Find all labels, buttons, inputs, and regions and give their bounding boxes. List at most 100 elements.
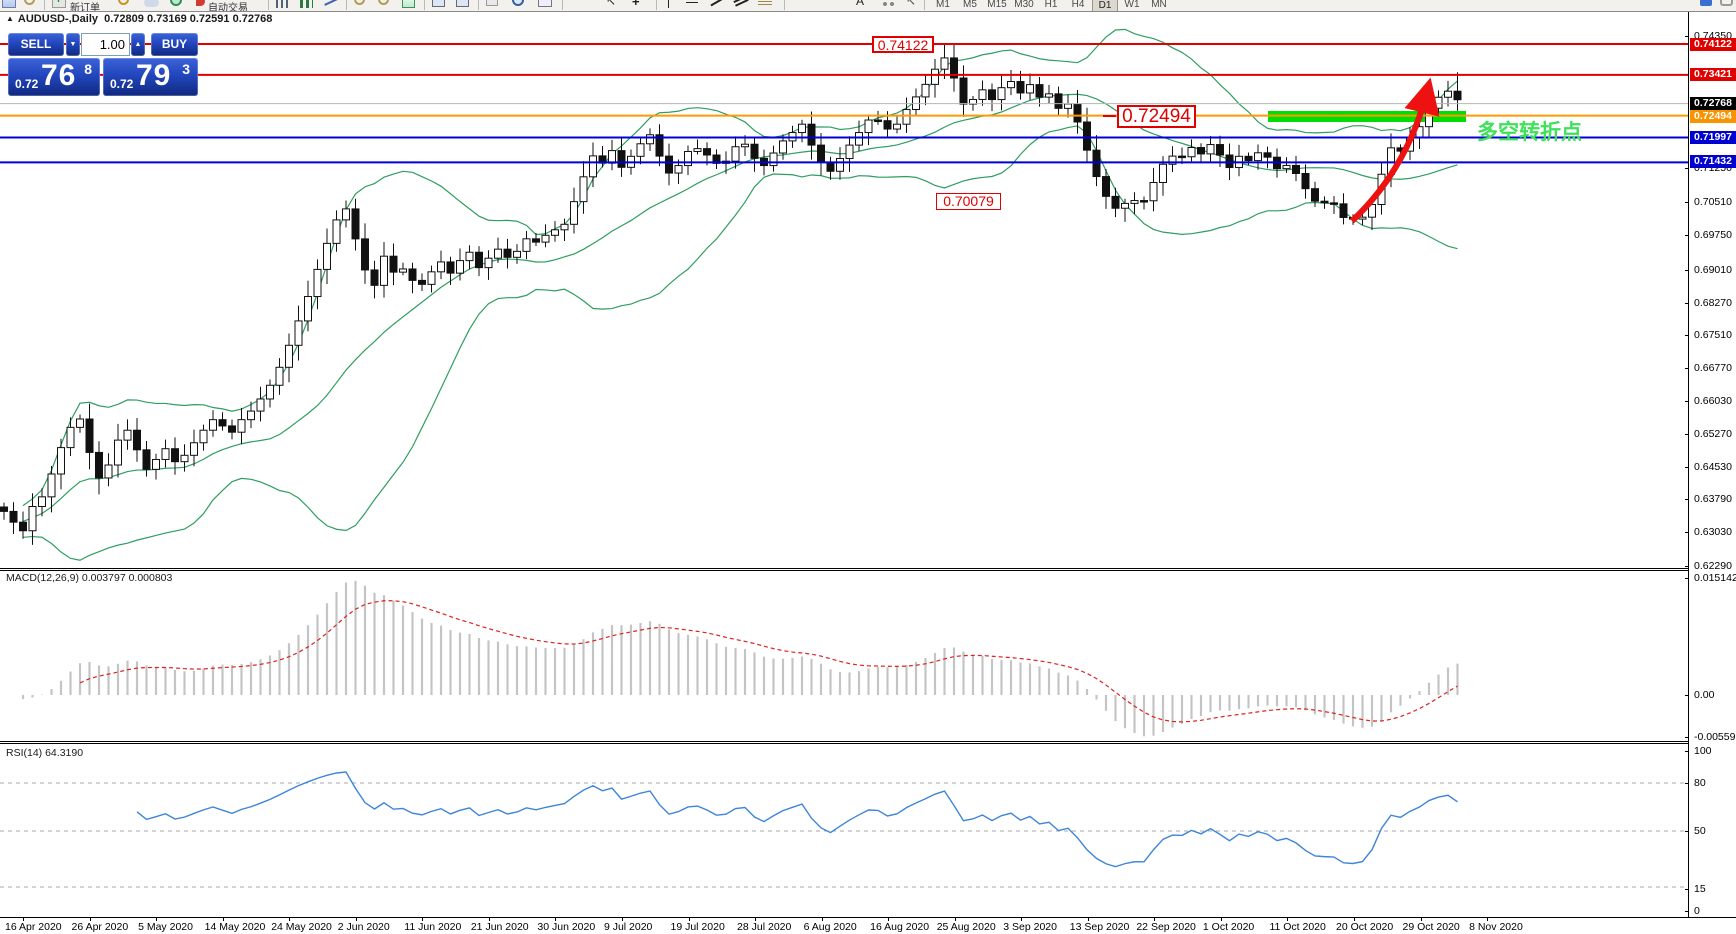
timeframe-button-D1[interactable]: D1	[1092, 0, 1118, 11]
pane-separator	[0, 743, 1736, 744]
globe-icon-glyph	[170, 0, 182, 6]
bars-icon-glyph	[276, 0, 289, 8]
mt-icon[interactable]	[1700, 0, 1712, 10]
date-tickmark	[156, 918, 158, 921]
buy-price-button[interactable]: 0.72 79 3	[103, 58, 198, 96]
date-label: 30 Jun 2020	[537, 921, 596, 933]
date-tickmark	[488, 918, 490, 921]
candles-icon[interactable]	[300, 0, 313, 10]
pane-separator[interactable]	[0, 741, 1736, 742]
rsi-tickmark	[1685, 783, 1689, 784]
pin-icon[interactable]	[196, 0, 205, 10]
ring-icon[interactable]	[118, 0, 129, 10]
macd-tickmark	[1685, 737, 1689, 738]
date-label: 16 Apr 2020	[5, 921, 62, 933]
timeframe-button-M1[interactable]: M1	[936, 0, 950, 10]
turning-point-annotation[interactable]: 多空转折点	[1477, 121, 1582, 144]
vline-icon[interactable]	[662, 0, 675, 10]
price-tickmark	[1685, 566, 1689, 567]
price-tickmark	[1685, 532, 1689, 533]
sell-price-button[interactable]: 0.72 76 8	[8, 58, 100, 96]
macd-ticklabel: 0.00	[1694, 689, 1715, 701]
rsi-pane[interactable]	[0, 744, 1736, 917]
shapes-icon-glyph	[882, 0, 895, 6]
volume-input[interactable]: 1.00	[81, 33, 130, 56]
timeframe-button-M30[interactable]: M30	[1014, 0, 1034, 10]
cloud-icon[interactable]	[144, 0, 159, 10]
linechart-icon[interactable]	[324, 0, 338, 10]
macd-signal-line	[79, 600, 1458, 723]
arrowtool-icon-glyph	[906, 0, 920, 8]
channel-icon-glyph	[733, 0, 749, 7]
macd-tickmark	[1685, 695, 1689, 696]
volume-increase-button[interactable]: ▲	[131, 33, 145, 56]
date-label: 3 Sep 2020	[1003, 921, 1057, 933]
cross-icon[interactable]	[632, 0, 646, 10]
indic-icon[interactable]	[402, 0, 415, 10]
cursor-icon[interactable]	[606, 0, 620, 10]
date-label: 26 Apr 2020	[71, 921, 129, 933]
price-callout-high[interactable]: 0.74122	[872, 36, 934, 53]
rsi-ticklabel: 100	[1694, 745, 1712, 757]
fibo-icon[interactable]	[758, 0, 772, 10]
cloud-icon-glyph	[144, 0, 159, 7]
timeframe-button-W1[interactable]: W1	[1124, 0, 1140, 10]
tline-icon[interactable]	[710, 0, 724, 10]
tile-icon[interactable]	[432, 0, 445, 10]
timeframe-button-H1[interactable]: H1	[1044, 0, 1058, 10]
buy-price-prefix: 0.72	[110, 77, 134, 91]
macd-ticklabel: 0.015142	[1694, 572, 1736, 584]
zoomin-icon[interactable]	[354, 0, 365, 10]
arrowtool-icon[interactable]	[906, 0, 920, 10]
chart2-icon-glyph	[538, 0, 552, 7]
price-callout-low[interactable]: 0.70079	[936, 193, 1001, 210]
date-tickmark	[289, 918, 291, 921]
sell-button[interactable]: SELL	[8, 33, 64, 56]
chart2-icon[interactable]	[538, 0, 552, 10]
toolbar-separator	[346, 0, 347, 10]
volume-decrease-button[interactable]: ▼	[66, 33, 80, 56]
date-axis[interactable]: 16 Apr 2020 26 Apr 2020 5 May 2020 14 May 2…	[0, 917, 1736, 934]
addind-icon[interactable]	[486, 0, 498, 10]
hline-icon[interactable]	[686, 0, 698, 10]
date-label: 8 Nov 2020	[1469, 921, 1523, 933]
buy-button[interactable]: BUY	[151, 33, 198, 56]
timeframe-button-M15[interactable]: M15	[987, 0, 1007, 10]
timeframe-button-MN[interactable]: MN	[1151, 0, 1167, 10]
price-tickmark	[1685, 235, 1689, 236]
date-tickmark	[1487, 918, 1489, 921]
price-ticklabel: 0.68270	[1694, 297, 1732, 309]
trend-arrow[interactable]	[1349, 77, 1440, 224]
price-callout-mid[interactable]: 0.72494	[1117, 105, 1196, 128]
pin-icon-glyph	[196, 0, 205, 6]
mag-icon[interactable]	[24, 0, 35, 10]
globe-icon[interactable]	[170, 0, 182, 10]
zoomout-icon[interactable]	[378, 0, 389, 10]
chat-icon[interactable]	[1720, 0, 1733, 10]
timeframe-button-H4[interactable]: H4	[1071, 0, 1085, 10]
buy-price-pip: 3	[182, 61, 190, 77]
chart-caption: ▲ AUDUSD-,Daily 0.72809 0.73169 0.72591 0…	[6, 13, 272, 26]
textA-icon[interactable]	[856, 0, 870, 10]
main-chart[interactable]	[0, 12, 1736, 568]
collapse-panel-icon[interactable]: ▲	[6, 14, 14, 23]
price-tickmark	[1685, 303, 1689, 304]
shapes-icon[interactable]	[882, 0, 895, 10]
bars-icon[interactable]	[276, 0, 289, 10]
price-tickmark	[1685, 434, 1689, 435]
win-icon[interactable]	[2, 0, 16, 10]
price-tickmark	[1685, 36, 1689, 37]
clock-icon-glyph	[512, 0, 524, 6]
win-icon-glyph	[2, 0, 16, 8]
toolbar-separator	[44, 0, 45, 10]
tile-icon[interactable]	[456, 0, 469, 10]
clock-icon[interactable]	[512, 0, 524, 10]
price-axis[interactable]: 0.74350 0.71250 0.70510 0.69750 0.69010 0.682…	[1685, 12, 1736, 917]
channel-icon[interactable]	[733, 0, 749, 10]
linechart-icon-glyph	[324, 0, 338, 6]
neworder-icon[interactable]	[52, 0, 66, 10]
pane-separator[interactable]	[0, 568, 1736, 569]
macd-pane[interactable]	[0, 571, 1736, 741]
chat-icon-glyph	[1720, 0, 1733, 6]
timeframe-button-M5[interactable]: M5	[963, 0, 977, 10]
